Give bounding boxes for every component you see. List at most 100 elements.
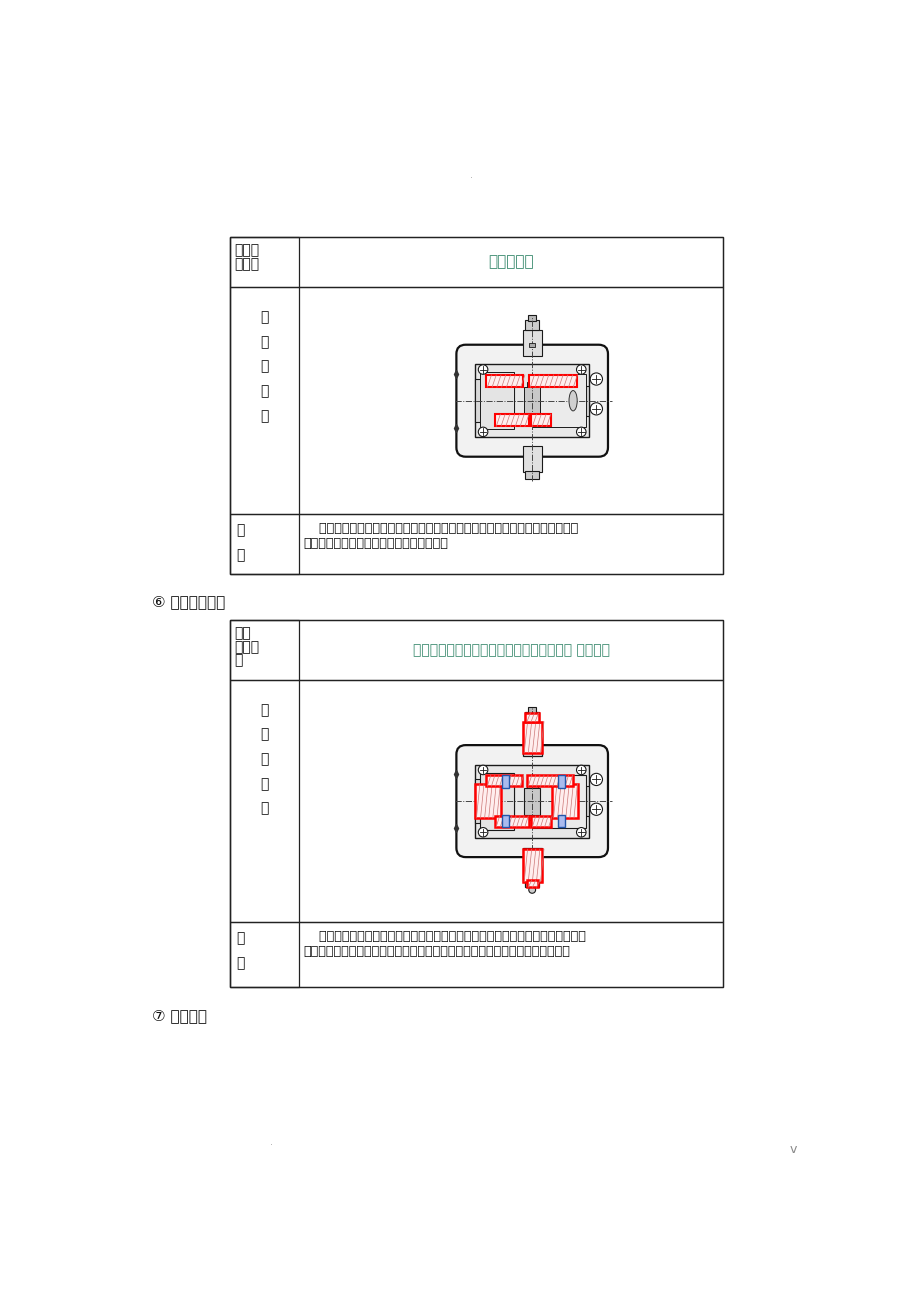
Bar (230, 514, 721, 574)
Text: 系: 系 (260, 384, 268, 398)
Bar (525, 320, 539, 329)
Bar (528, 315, 536, 322)
Text: 为了防止润滑油泄漏，减速器一般都设计密封装置，本减速器采用的嵌入式密: 为了防止润滑油泄漏，减速器一般都设计密封装置，本减速器采用的嵌入式密 (303, 522, 578, 535)
Text: 系: 系 (260, 777, 268, 790)
Text: 零件构: 零件构 (234, 639, 259, 654)
Text: ⑦ 观察装置: ⑦ 观察装置 (152, 1009, 207, 1023)
Bar (502, 385, 514, 415)
Bar (485, 375, 523, 387)
Bar (528, 375, 576, 387)
Bar (502, 815, 508, 827)
Circle shape (576, 828, 585, 837)
Bar (550, 780, 576, 823)
Circle shape (478, 427, 487, 436)
Circle shape (478, 766, 487, 775)
Bar (558, 815, 564, 827)
Bar (525, 880, 539, 887)
Bar (576, 786, 589, 816)
Text: 配: 配 (260, 335, 268, 349)
Text: 透盖，闰盖，输出轴，输入轴，调整垫圈， 定位轴套: 透盖，闰盖，输出轴，输入轴，调整垫圈， 定位轴套 (412, 643, 609, 656)
Text: 图: 图 (260, 409, 268, 423)
Bar (502, 786, 514, 816)
Text: 图: 图 (260, 802, 268, 815)
Text: 件构成: 件构成 (234, 256, 259, 271)
FancyBboxPatch shape (456, 345, 607, 457)
Bar (230, 237, 721, 574)
Circle shape (528, 887, 535, 893)
Circle shape (478, 365, 487, 374)
Text: 输入齿轮轴的轴向定位由两端闰盖和透盖完成，间隙由调整垫片完成。输出轴的: 输入齿轮轴的轴向定位由两端闰盖和透盖完成，间隙由调整垫片完成。输出轴的 (303, 930, 585, 943)
Bar (480, 372, 514, 430)
Text: 透盖，闰盖: 透盖，闰盖 (488, 255, 533, 270)
Bar (522, 848, 541, 881)
Bar (531, 374, 585, 427)
Bar (525, 712, 539, 721)
Text: 轴向定位由其两端的闰盖、透盖和定位轴套完成，间隙调整由调整垫圈套完成。: 轴向定位由其两端的闰盖、透盖和定位轴套完成，间隙调整由调整垫圈套完成。 (303, 945, 570, 958)
Bar (474, 780, 502, 823)
Bar (494, 816, 528, 827)
Bar (524, 387, 539, 414)
Circle shape (590, 773, 602, 785)
Text: 主要: 主要 (234, 626, 251, 641)
Bar (524, 788, 539, 815)
Bar (531, 775, 585, 828)
Bar (502, 776, 508, 788)
Text: 配: 配 (260, 728, 268, 742)
Bar (230, 237, 299, 574)
Bar (474, 784, 500, 818)
Bar (522, 723, 541, 756)
Ellipse shape (568, 391, 576, 411)
Text: 关: 关 (260, 753, 268, 766)
Text: 明: 明 (235, 956, 244, 970)
Text: 关: 关 (260, 359, 268, 374)
Bar (230, 620, 299, 987)
Bar (230, 288, 721, 514)
Bar (525, 713, 539, 721)
Bar (474, 365, 589, 437)
Text: v: v (789, 1143, 796, 1156)
Text: 主要零: 主要零 (234, 243, 259, 258)
Bar (474, 379, 502, 422)
Bar (485, 776, 521, 786)
Bar (230, 922, 721, 987)
Text: ·: · (269, 1141, 273, 1150)
Bar (528, 707, 536, 713)
Bar (230, 680, 721, 922)
Bar (494, 414, 528, 427)
Bar (230, 620, 721, 680)
Text: 明: 明 (235, 548, 244, 562)
Circle shape (590, 402, 602, 415)
Ellipse shape (568, 790, 576, 811)
Circle shape (576, 766, 585, 775)
Bar (558, 776, 564, 788)
Bar (522, 447, 541, 471)
Bar (528, 344, 534, 348)
Text: ⑥ 轴向定位装置: ⑥ 轴向定位装置 (152, 595, 225, 609)
Bar (522, 721, 541, 753)
Bar (528, 742, 534, 746)
Bar (230, 237, 721, 288)
Circle shape (576, 427, 585, 436)
Text: 封装置，由两个透盖和两个闰盖完成密封。: 封装置，由两个透盖和两个闰盖完成密封。 (303, 538, 448, 551)
Bar (576, 385, 589, 415)
Bar (530, 816, 550, 827)
Text: 装: 装 (260, 703, 268, 717)
Bar (530, 414, 550, 427)
Text: 装: 装 (260, 310, 268, 324)
Circle shape (590, 372, 602, 385)
Bar (527, 381, 537, 419)
Text: ·: · (470, 173, 472, 184)
Circle shape (478, 828, 487, 837)
FancyBboxPatch shape (456, 745, 607, 857)
Bar (527, 776, 573, 786)
Bar (550, 379, 576, 422)
Bar (522, 849, 541, 881)
Circle shape (528, 737, 536, 745)
Bar (525, 470, 539, 479)
Text: 说: 说 (235, 932, 244, 945)
Bar (474, 764, 589, 837)
Bar (230, 620, 721, 987)
Bar (522, 329, 541, 355)
Circle shape (590, 803, 602, 815)
Bar (551, 784, 577, 818)
